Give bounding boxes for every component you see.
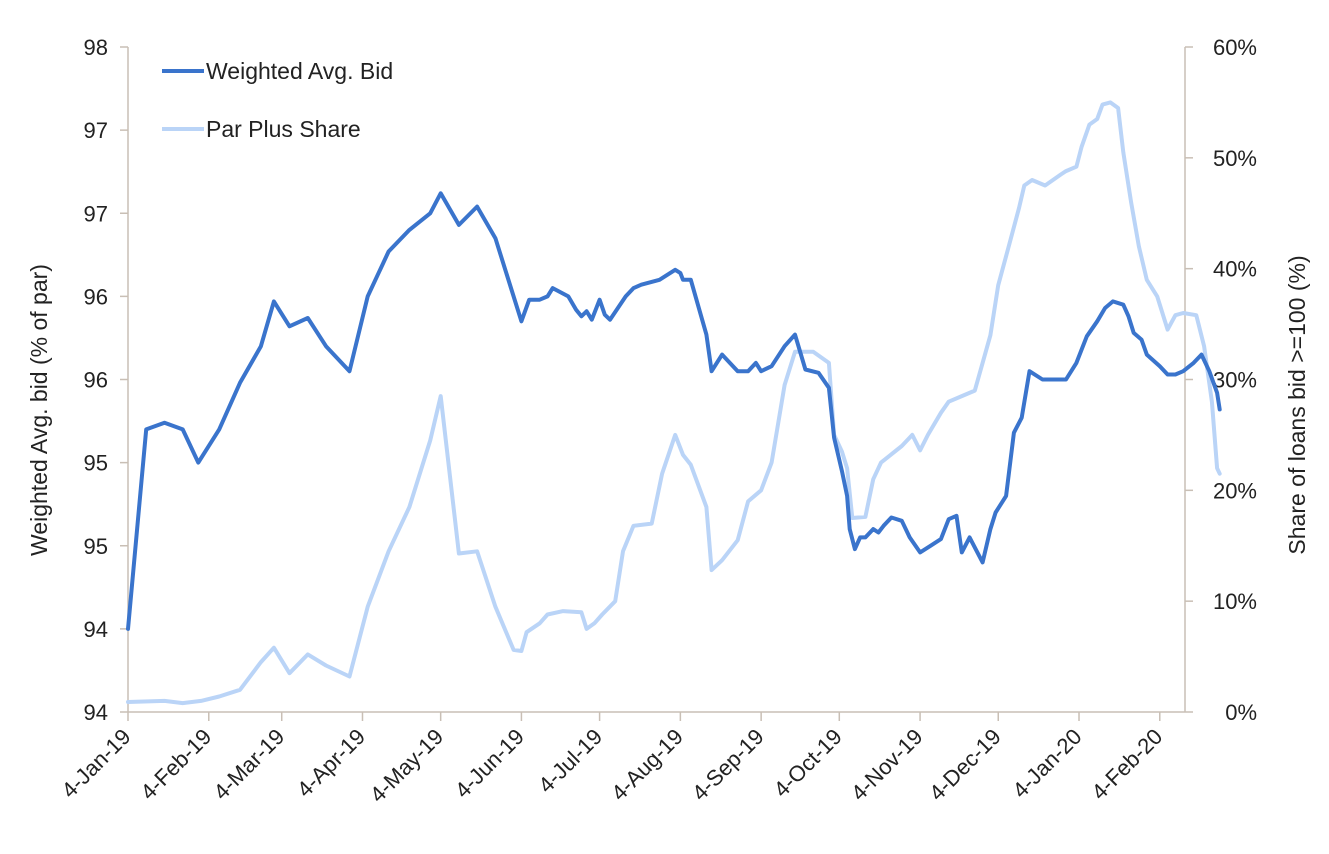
series-layer bbox=[126, 100, 1222, 706]
left-tick-label: 94 bbox=[84, 700, 108, 725]
right-axis-ticks: 0% 10% 20% 30% 40% 50% 60% bbox=[1185, 35, 1257, 725]
left-axis-ticks: 94 94 95 95 96 96 97 97 98 bbox=[84, 35, 128, 725]
left-tick-label: 97 bbox=[84, 118, 108, 143]
x-tick-label: 4-Oct-19 bbox=[769, 724, 847, 802]
x-tick-label: 4-Mar-19 bbox=[208, 724, 289, 805]
x-tick-label: 4-Feb-19 bbox=[135, 724, 216, 805]
x-tick-label: 4-Apr-19 bbox=[292, 724, 370, 802]
left-axis-title: Weighted Avg. bid (% of par) bbox=[26, 264, 52, 556]
left-tick-label: 95 bbox=[84, 534, 108, 559]
x-axis-ticks: 4-Jan-19 4-Feb-194-Mar-19 4-Apr-194-May-19… bbox=[56, 712, 1167, 807]
left-tick-label: 95 bbox=[84, 451, 108, 476]
x-tick-label: 4-Nov-19 bbox=[846, 724, 928, 806]
series-line-weighted-avg-bid bbox=[126, 191, 1222, 631]
right-axis-title: Share of loans bid >=100 (%) bbox=[1284, 255, 1310, 554]
right-tick-label: 10% bbox=[1213, 589, 1257, 614]
x-tick-label: 4-May-19 bbox=[365, 724, 448, 807]
legend-label: Weighted Avg. Bid bbox=[206, 58, 393, 84]
x-tick-label: 4-Feb-20 bbox=[1087, 724, 1168, 805]
left-tick-label: 97 bbox=[84, 201, 108, 226]
right-tick-label: 40% bbox=[1213, 257, 1257, 282]
x-tick-label: 4-Jun-19 bbox=[450, 724, 529, 803]
series-line-par-plus-share bbox=[126, 100, 1222, 706]
right-tick-label: 30% bbox=[1213, 368, 1257, 393]
right-tick-label: 50% bbox=[1213, 146, 1257, 171]
legend-label: Par Plus Share bbox=[206, 116, 361, 142]
x-tick-label: 4-Dec-19 bbox=[924, 724, 1006, 806]
right-tick-label: 60% bbox=[1213, 35, 1257, 60]
left-tick-label: 96 bbox=[84, 284, 108, 309]
left-tick-label: 98 bbox=[84, 35, 108, 60]
x-tick-label: 4-Sep-19 bbox=[687, 724, 769, 806]
right-tick-label: 0% bbox=[1225, 700, 1257, 725]
legend: Weighted Avg. Bid Par Plus Share bbox=[162, 58, 393, 142]
left-tick-label: 94 bbox=[84, 617, 108, 642]
x-tick-label: 4-Jul-19 bbox=[533, 724, 607, 798]
x-tick-label: 4-Jan-19 bbox=[56, 724, 135, 803]
right-tick-label: 20% bbox=[1213, 478, 1257, 503]
left-tick-label: 96 bbox=[84, 368, 108, 393]
x-tick-label: 4-Jan-20 bbox=[1007, 724, 1086, 803]
x-tick-label: 4-Aug-19 bbox=[606, 724, 688, 806]
